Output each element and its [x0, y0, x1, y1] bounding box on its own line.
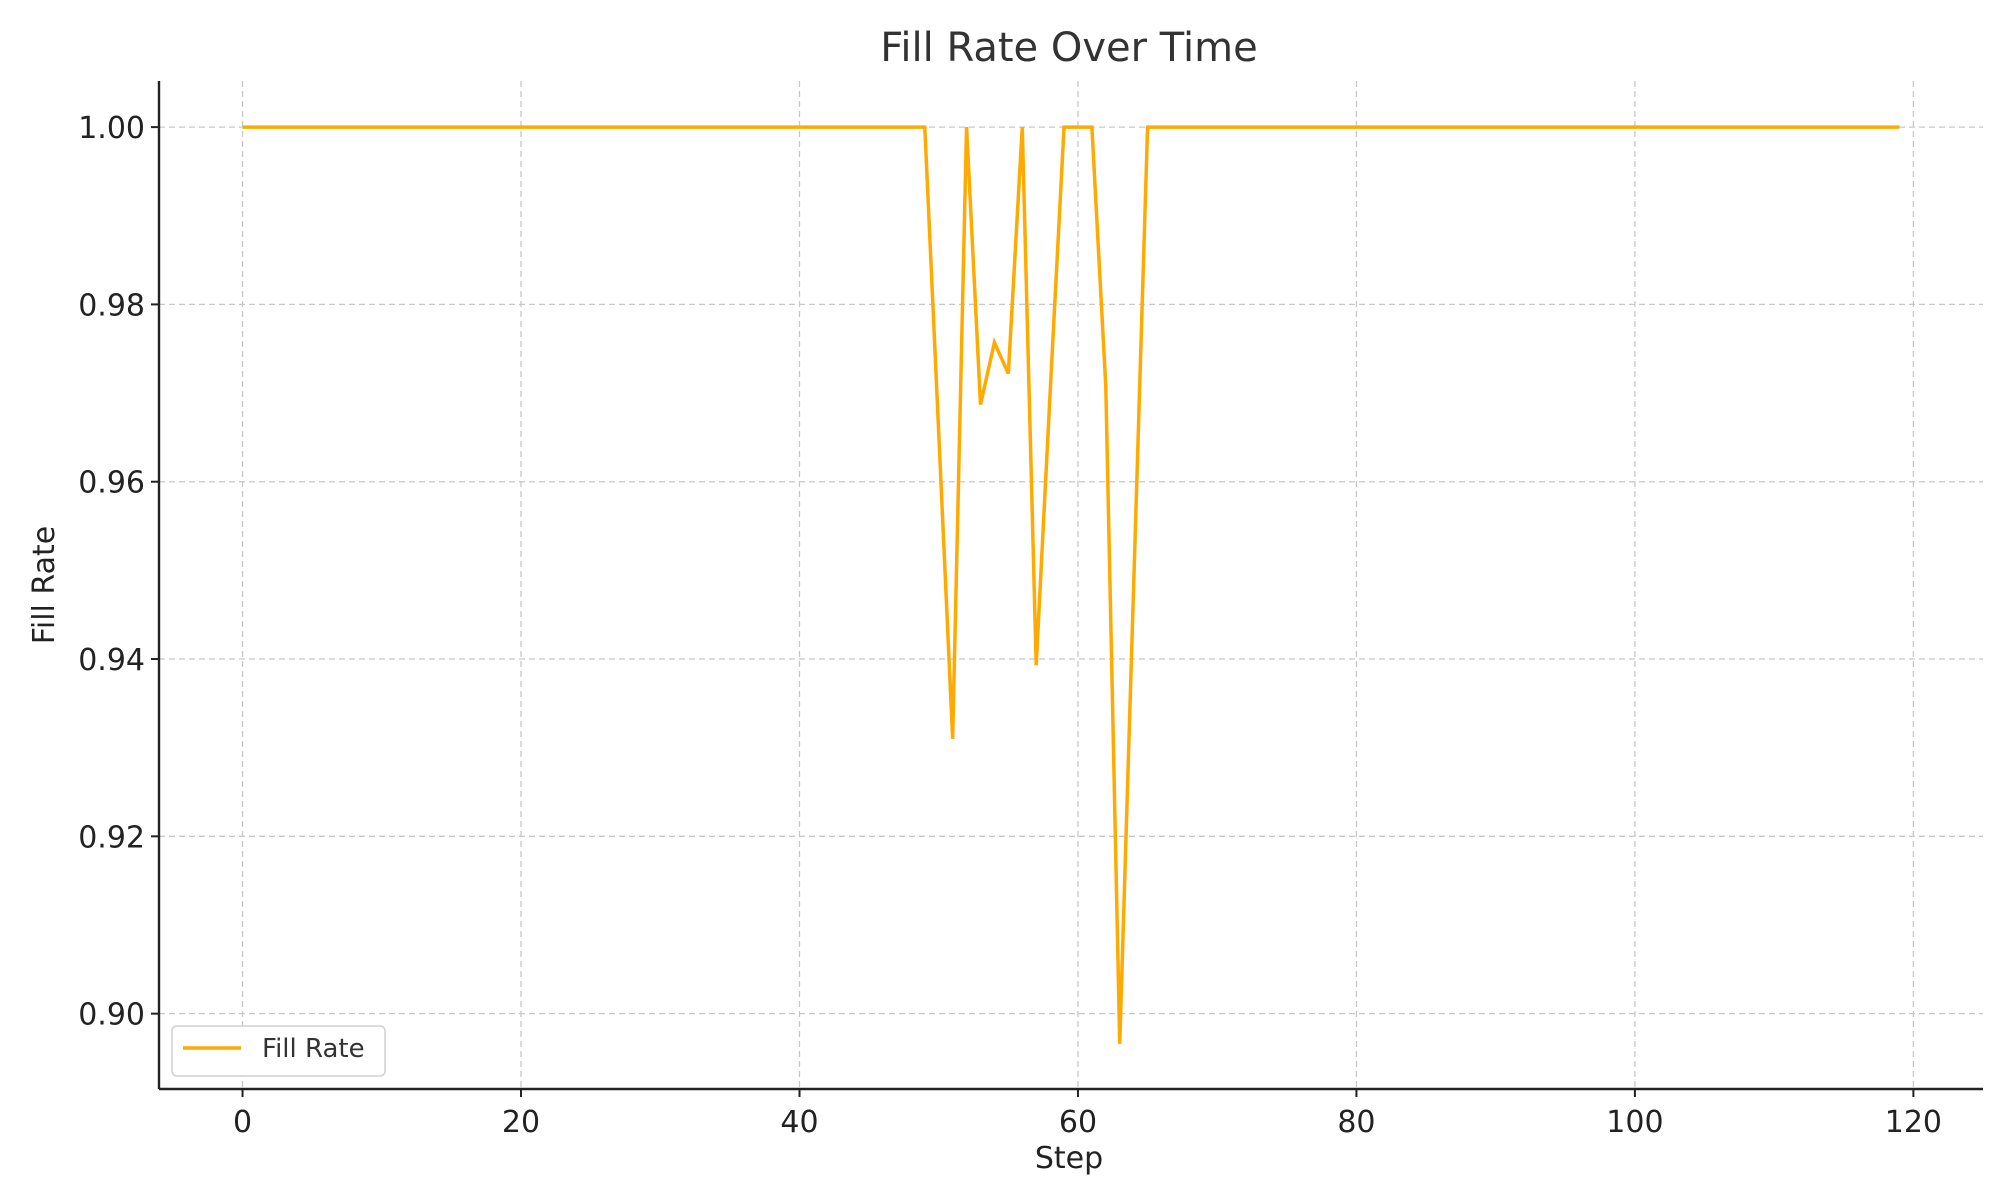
legend-label-fill-rate: Fill Rate: [262, 1034, 365, 1064]
series-line-fill-rate: [242, 125, 1900, 1044]
y-tick-label: 0.96: [78, 466, 145, 501]
x-tick-label: 100: [1606, 1105, 1663, 1140]
axes-layer: [157, 81, 1983, 1091]
y-axis-ticks: 0.90 0.92 0.94 0.96 0.98 1.00: [78, 111, 159, 1033]
chart-title: Fill Rate Over Time: [880, 25, 1257, 71]
x-axis-ticks: 0 20 40 60 80 100 120: [233, 1089, 1942, 1140]
grid-layer: [159, 81, 1983, 1089]
legend-box: [171, 1025, 386, 1077]
y-tick-label: 0.90: [78, 998, 145, 1033]
y-tick-label: 0.98: [78, 288, 145, 323]
y-axis-label: Fill Rate: [27, 526, 62, 644]
y-tick-label: 0.92: [78, 820, 145, 855]
x-tick-label: 40: [780, 1105, 818, 1140]
series-layer: [242, 125, 1900, 1044]
legend: Fill Rate: [171, 1025, 386, 1077]
x-tick-label: 60: [1059, 1105, 1097, 1140]
x-tick-label: 20: [502, 1105, 540, 1140]
x-tick-label: 0: [233, 1105, 252, 1140]
x-tick-label: 80: [1337, 1105, 1375, 1140]
x-tick-label: 120: [1885, 1105, 1942, 1140]
y-tick-label: 1.00: [78, 111, 145, 146]
y-tick-label: 0.94: [78, 643, 145, 678]
x-axis-label: Step: [1035, 1141, 1103, 1176]
